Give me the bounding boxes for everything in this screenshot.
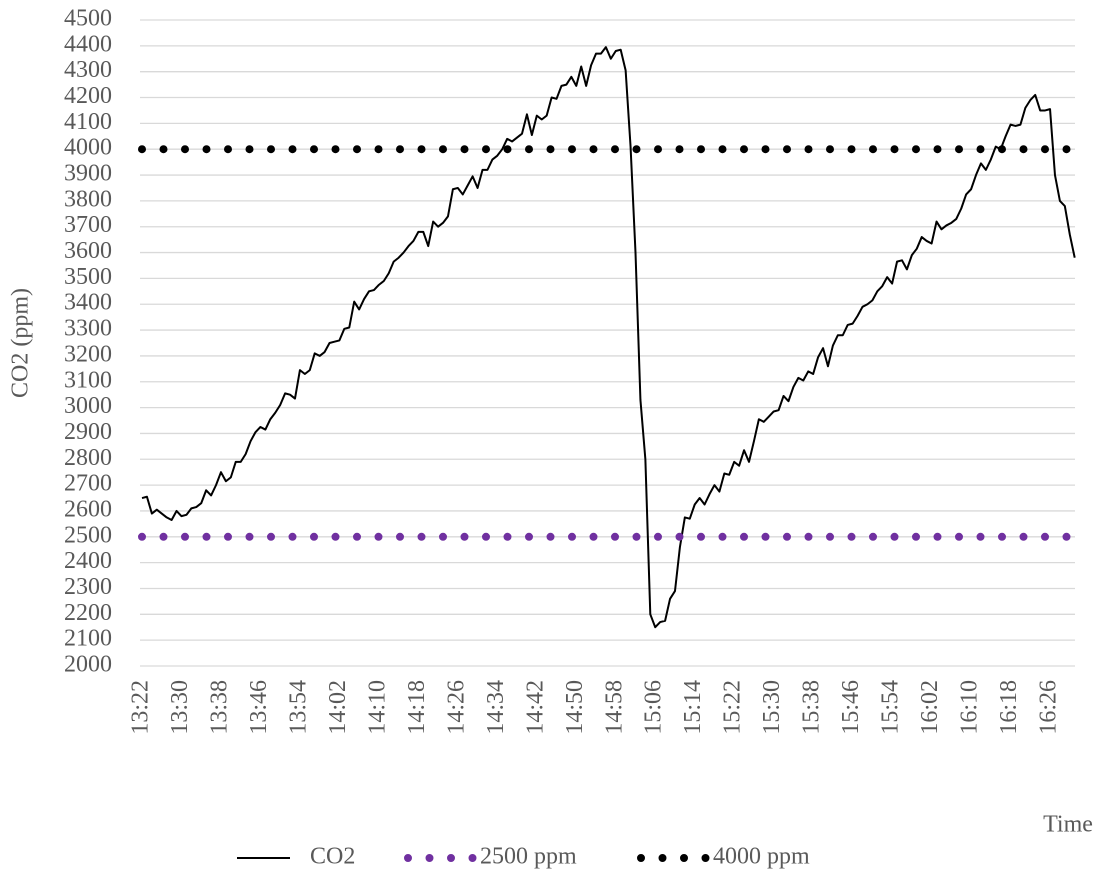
x-tick-label: 15:14 bbox=[680, 680, 706, 735]
y-tick-label: 4400 bbox=[64, 31, 112, 57]
y-tick-label: 4300 bbox=[64, 57, 112, 83]
x-tick-label: 14:58 bbox=[601, 680, 627, 735]
y-tick-label: 2000 bbox=[64, 652, 112, 678]
y-tick-label: 3400 bbox=[64, 290, 112, 316]
x-tick-label: 13:38 bbox=[206, 680, 232, 735]
y-tick-label: 3800 bbox=[64, 186, 112, 212]
y-tick-label: 3500 bbox=[64, 264, 112, 290]
y-tick-label: 2200 bbox=[64, 600, 112, 626]
x-tick-label: 13:30 bbox=[167, 680, 193, 735]
y-tick-label: 2100 bbox=[64, 626, 112, 652]
x-tick-label: 16:10 bbox=[957, 680, 983, 735]
x-tick-label: 14:02 bbox=[325, 680, 351, 735]
y-tick-label: 3900 bbox=[64, 161, 112, 187]
y-axis-title: CO2 (ppm) bbox=[8, 288, 34, 398]
y-tick-label: 2400 bbox=[64, 548, 112, 574]
x-tick-label: 13:22 bbox=[128, 680, 154, 735]
x-tick-label: 15:06 bbox=[641, 680, 667, 735]
y-tick-label: 3300 bbox=[64, 316, 112, 342]
y-tick-label: 2900 bbox=[64, 419, 112, 445]
x-tick-label: 15:54 bbox=[878, 680, 904, 735]
x-tick-label: 16:02 bbox=[917, 680, 943, 735]
y-tick-label: 3100 bbox=[64, 367, 112, 393]
x-tick-label: 16:18 bbox=[996, 680, 1022, 735]
x-tick-label: 14:42 bbox=[522, 680, 548, 735]
y-tick-label: 4500 bbox=[64, 6, 112, 32]
y-tick-label: 2500 bbox=[64, 522, 112, 548]
x-tick-label: 14:50 bbox=[562, 680, 588, 735]
y-tick-label: 2800 bbox=[64, 445, 112, 471]
legend-label: CO2 bbox=[310, 844, 355, 870]
x-tick-label: 13:54 bbox=[285, 680, 311, 735]
series-line bbox=[141, 46, 1076, 629]
x-tick-label: 13:46 bbox=[246, 680, 272, 735]
legend-label: 4000 ppm bbox=[713, 844, 810, 870]
x-tick-label: 15:22 bbox=[720, 680, 746, 735]
y-tick-label: 4000 bbox=[64, 135, 112, 161]
y-tick-label: 3700 bbox=[64, 212, 112, 238]
y-tick-label: 3600 bbox=[64, 238, 112, 264]
y-tick-label: 4200 bbox=[64, 83, 112, 109]
y-tick-label: 3000 bbox=[64, 393, 112, 419]
x-tick-label: 15:46 bbox=[838, 680, 864, 735]
y-tick-label: 4100 bbox=[64, 109, 112, 135]
y-tick-label: 2700 bbox=[64, 471, 112, 497]
x-tick-label: 15:30 bbox=[759, 680, 785, 735]
y-tick-label: 2600 bbox=[64, 496, 112, 522]
x-axis-title: Time bbox=[1043, 812, 1093, 838]
y-tick-label: 3200 bbox=[64, 341, 112, 367]
x-tick-label: 15:38 bbox=[799, 680, 825, 735]
x-tick-label: 14:26 bbox=[443, 680, 469, 735]
y-tick-label: 2300 bbox=[64, 574, 112, 600]
x-tick-label: 16:26 bbox=[1036, 680, 1062, 735]
legend-label: 2500 ppm bbox=[480, 844, 577, 870]
x-tick-label: 14:18 bbox=[404, 680, 430, 735]
x-tick-label: 14:10 bbox=[364, 680, 390, 735]
x-tick-label: 14:34 bbox=[483, 680, 509, 735]
